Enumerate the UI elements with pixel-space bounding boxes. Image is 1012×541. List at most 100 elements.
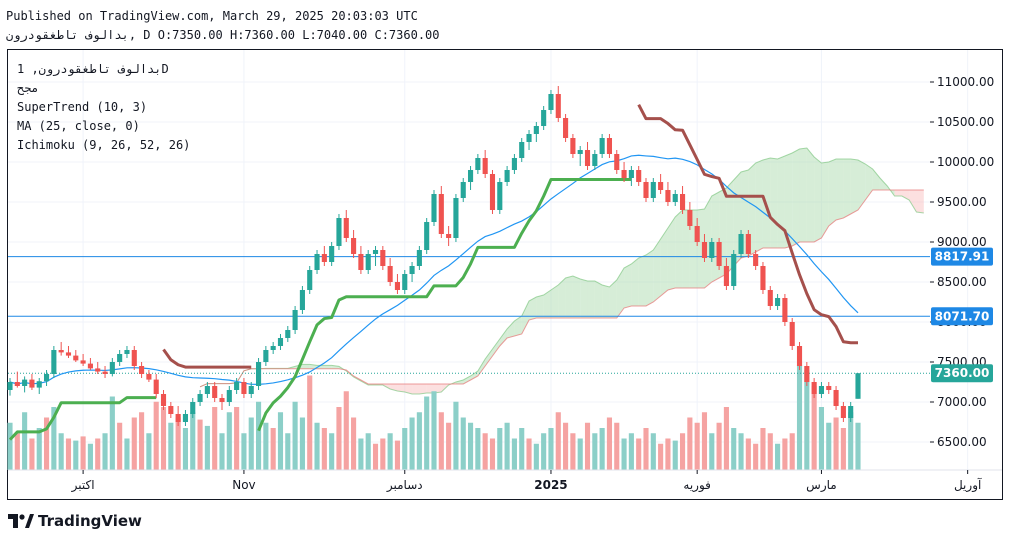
volume-bar — [255, 401, 262, 470]
time-tick-label: اکتبر — [71, 478, 95, 493]
candle-body — [190, 402, 196, 414]
volume-bar — [226, 412, 232, 470]
volume-bar — [438, 412, 444, 470]
ichimoku-cloud-segment — [667, 217, 676, 290]
candle-body — [248, 386, 254, 394]
candle-body — [826, 386, 832, 390]
candle-body — [753, 254, 759, 266]
candle-body — [80, 360, 86, 364]
candle-body — [160, 394, 167, 406]
volume-bar — [767, 433, 773, 470]
volume-bar — [7, 422, 13, 470]
candle-body — [811, 382, 817, 394]
ichimoku-cloud-segment — [602, 285, 610, 318]
tradingview-brand[interactable]: TradingView — [8, 512, 142, 530]
supertrend-line — [257, 178, 632, 432]
volume-bar — [460, 417, 466, 470]
ohlc-line: بدالوف تاطغقودرون, D O:7350.00 H:7360.00… — [6, 28, 440, 42]
candle-body — [497, 182, 503, 210]
ichimoku-cloud-segment — [616, 268, 625, 318]
ichimoku-cloud-segment — [397, 384, 405, 392]
volume-bar — [387, 433, 393, 470]
price-tick-label: 8500.00 — [937, 275, 987, 289]
volume-bar — [694, 422, 700, 470]
volume-bar — [139, 412, 145, 470]
volume-bar — [848, 412, 854, 470]
ichimoku-cloud-segment — [726, 180, 734, 274]
volume-bar — [745, 438, 751, 470]
candle-body — [570, 138, 576, 154]
ichimoku-cloud-segment — [843, 159, 851, 218]
chart-frame — [7, 49, 1003, 500]
ichimoku-cloud-segment — [594, 281, 603, 318]
volume-bar — [424, 396, 430, 470]
ichimoku-cloud-segment — [324, 365, 332, 369]
volume-bar — [475, 428, 481, 470]
candle-body — [775, 298, 781, 306]
ichimoku-cloud-segment — [499, 329, 508, 346]
volume-bar — [548, 428, 554, 470]
volume-bar — [643, 428, 649, 470]
ichimoku-cloud-segment — [836, 159, 844, 220]
volume-bar — [796, 365, 803, 470]
candle-body — [519, 142, 525, 158]
ichimoku-cloud-segment — [426, 384, 434, 393]
candle-body — [679, 194, 686, 210]
candle-body — [168, 406, 174, 414]
candle-body — [102, 371, 108, 374]
volume-bar — [416, 412, 422, 470]
volume-bar — [358, 438, 364, 470]
time-tick-label: 2025 — [534, 478, 567, 492]
candle-body — [7, 382, 13, 390]
volume-bar — [665, 438, 671, 470]
ichimoku-cloud-segment — [404, 384, 413, 394]
candle-body — [277, 338, 284, 346]
ichimoku-cloud-segment — [748, 163, 756, 256]
ichimoku-cloud-segment — [872, 169, 880, 190]
volume-bar — [22, 412, 28, 470]
candle-body — [87, 363, 93, 369]
price-label-box — [931, 307, 993, 326]
price-tick-label: 10000.00 — [937, 155, 994, 169]
ichimoku-cloud-segment — [302, 364, 310, 369]
candle-body — [848, 406, 854, 418]
volume-bar — [570, 433, 576, 470]
ichimoku-cloud-segment — [477, 359, 486, 376]
time-tick-label: فوریه — [683, 478, 711, 493]
volume-bar — [14, 433, 20, 470]
candle-body — [285, 330, 291, 338]
candle-body — [789, 322, 795, 346]
candle-body — [475, 158, 481, 170]
volume-bar — [263, 422, 269, 470]
ichimoku-cloud-segment — [543, 290, 551, 318]
ichimoku-cloud-segment — [814, 157, 822, 242]
candle-body — [29, 379, 35, 388]
volume-bar — [117, 422, 123, 470]
volume-bar — [614, 422, 620, 470]
candle-body — [767, 290, 773, 306]
ichimoku-cloud-segment — [587, 281, 595, 318]
volume-bar — [672, 440, 678, 470]
volume-bar — [753, 443, 759, 470]
candle-body — [182, 414, 189, 422]
candle-body — [855, 373, 861, 399]
volume-bar — [248, 417, 254, 470]
volume-bar — [723, 407, 729, 470]
volume-bar — [826, 422, 832, 470]
volume-bar — [190, 412, 196, 470]
volume-bar — [519, 428, 525, 470]
price-label-text: 8817.91 — [935, 250, 990, 264]
volume-bar — [467, 422, 474, 470]
volume-bar — [241, 433, 247, 470]
ichimoku-cloud-segment — [704, 196, 712, 288]
candle-body — [197, 394, 203, 402]
candle-body — [526, 134, 532, 142]
time-tick-label: Nov — [232, 478, 255, 492]
candle-body — [314, 254, 320, 270]
ichimoku-cloud-segment — [492, 339, 500, 356]
candle-body — [431, 194, 437, 222]
volume-bar — [321, 428, 327, 470]
candle-body — [416, 250, 422, 266]
ichimoku-cloud-segment — [434, 384, 442, 393]
